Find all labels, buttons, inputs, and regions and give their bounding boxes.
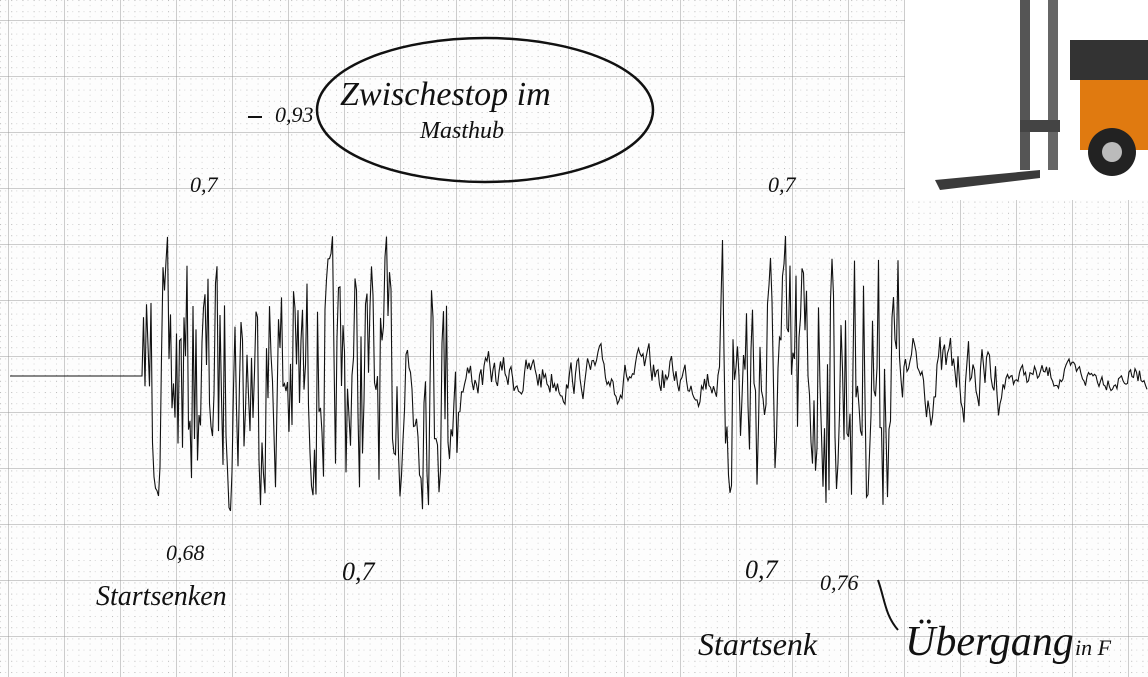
annotation-label: in F <box>1075 635 1112 660</box>
circle-note: Zwischestop im <box>340 76 551 113</box>
trough-label: 0,68 <box>166 540 205 565</box>
peak-label: 0,93 <box>275 102 314 127</box>
page: Zwischestop im Masthub 0,93 0,7 0,7 0,68… <box>0 0 1148 677</box>
forklift-photo <box>905 0 1148 200</box>
annotation-label: Übergang <box>905 619 1074 665</box>
trough-label: 0,76 <box>820 570 859 595</box>
circle-note: Masthub <box>419 118 504 144</box>
peak-label: 0,7 <box>768 172 797 197</box>
annotation-label: Startsenken <box>96 581 227 612</box>
trough-label: 0,7 <box>745 555 779 584</box>
annotation-label: Startsenk <box>698 626 818 662</box>
recorder-scan: Zwischestop im Masthub 0,93 0,7 0,7 0,68… <box>0 0 1148 677</box>
trough-label: 0,7 <box>342 557 376 586</box>
peak-label: 0,7 <box>190 172 219 197</box>
